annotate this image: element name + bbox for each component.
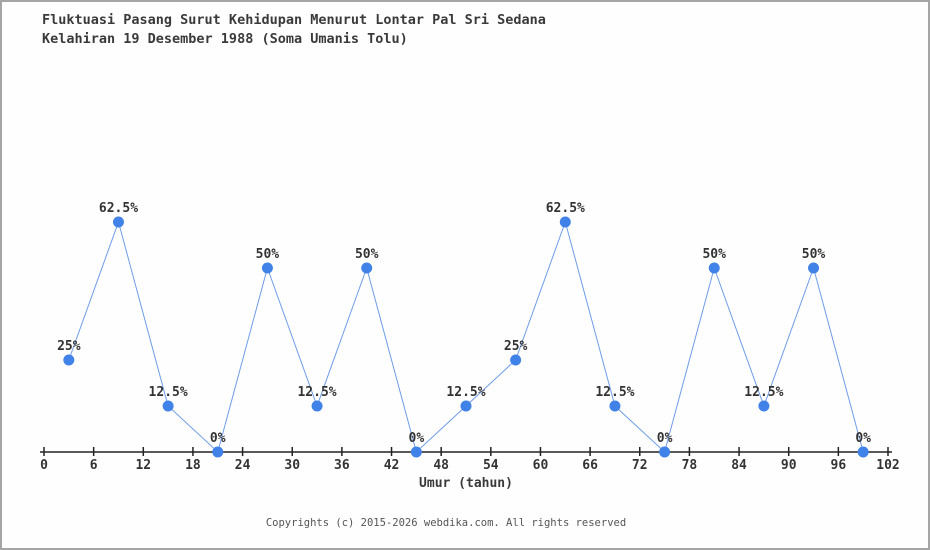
point-label: 62.5% <box>546 201 585 216</box>
data-point <box>857 446 869 458</box>
x-tick-label: 0 <box>40 458 48 473</box>
x-tick-label: 78 <box>682 458 698 473</box>
x-tick-label: 24 <box>235 458 251 473</box>
point-label: 12.5% <box>446 385 485 400</box>
point-label: 0% <box>855 431 871 446</box>
copyright-text: Copyrights (c) 2015-2026 webdika.com. Al… <box>265 517 627 529</box>
point-label: 0% <box>657 431 673 446</box>
x-tick-label: 84 <box>731 458 747 473</box>
x-axis-title: Umur (tahun) <box>419 476 513 491</box>
point-label: 12.5% <box>595 385 634 400</box>
data-point <box>559 216 571 228</box>
data-point <box>261 262 273 274</box>
data-point <box>609 400 621 412</box>
x-tick-label: 48 <box>433 458 449 473</box>
point-label: 50% <box>256 247 280 262</box>
point-label: 50% <box>355 247 379 262</box>
point-label: 0% <box>210 431 226 446</box>
x-tick-label: 30 <box>284 458 300 473</box>
x-tick-label: 42 <box>384 458 400 473</box>
data-point <box>460 400 472 412</box>
point-label: 12.5% <box>149 385 188 400</box>
point-label: 12.5% <box>297 385 336 400</box>
chart-title: Fluktuasi Pasang Surut Kehidupan Menurut… <box>42 11 546 49</box>
data-point <box>112 216 124 228</box>
x-tick-label: 60 <box>533 458 549 473</box>
x-tick-label: 12 <box>135 458 151 473</box>
x-tick-label: 18 <box>185 458 201 473</box>
chart-title-line2: Kelahiran 19 Desember 1988 (Soma Umanis … <box>42 31 408 47</box>
chart-title-line1: Fluktuasi Pasang Surut Kehidupan Menurut… <box>42 12 546 28</box>
data-point <box>659 446 671 458</box>
x-tick-label: 72 <box>632 458 648 473</box>
data-point <box>708 262 720 274</box>
point-label: 12.5% <box>744 385 783 400</box>
x-tick-label: 66 <box>582 458 598 473</box>
data-point <box>758 400 770 412</box>
x-tick-label: 102 <box>876 458 899 473</box>
data-point <box>410 446 422 458</box>
point-label: 0% <box>409 431 425 446</box>
data-point <box>510 354 522 366</box>
data-point <box>162 400 174 412</box>
point-label: 50% <box>702 247 726 262</box>
series-line <box>68 220 864 453</box>
x-tick-label: 96 <box>831 458 847 473</box>
point-label: 50% <box>802 247 826 262</box>
point-label: 25% <box>504 339 528 354</box>
x-tick-label: 54 <box>483 458 499 473</box>
data-point <box>212 446 224 458</box>
x-tick-label: 6 <box>90 458 98 473</box>
x-tick-label: 36 <box>334 458 350 473</box>
data-point <box>808 262 820 274</box>
data-point <box>361 262 373 274</box>
data-point <box>311 400 323 412</box>
x-tick-label: 90 <box>781 458 797 473</box>
data-point <box>63 354 75 366</box>
point-label: 62.5% <box>99 201 138 216</box>
point-label: 25% <box>57 339 81 354</box>
